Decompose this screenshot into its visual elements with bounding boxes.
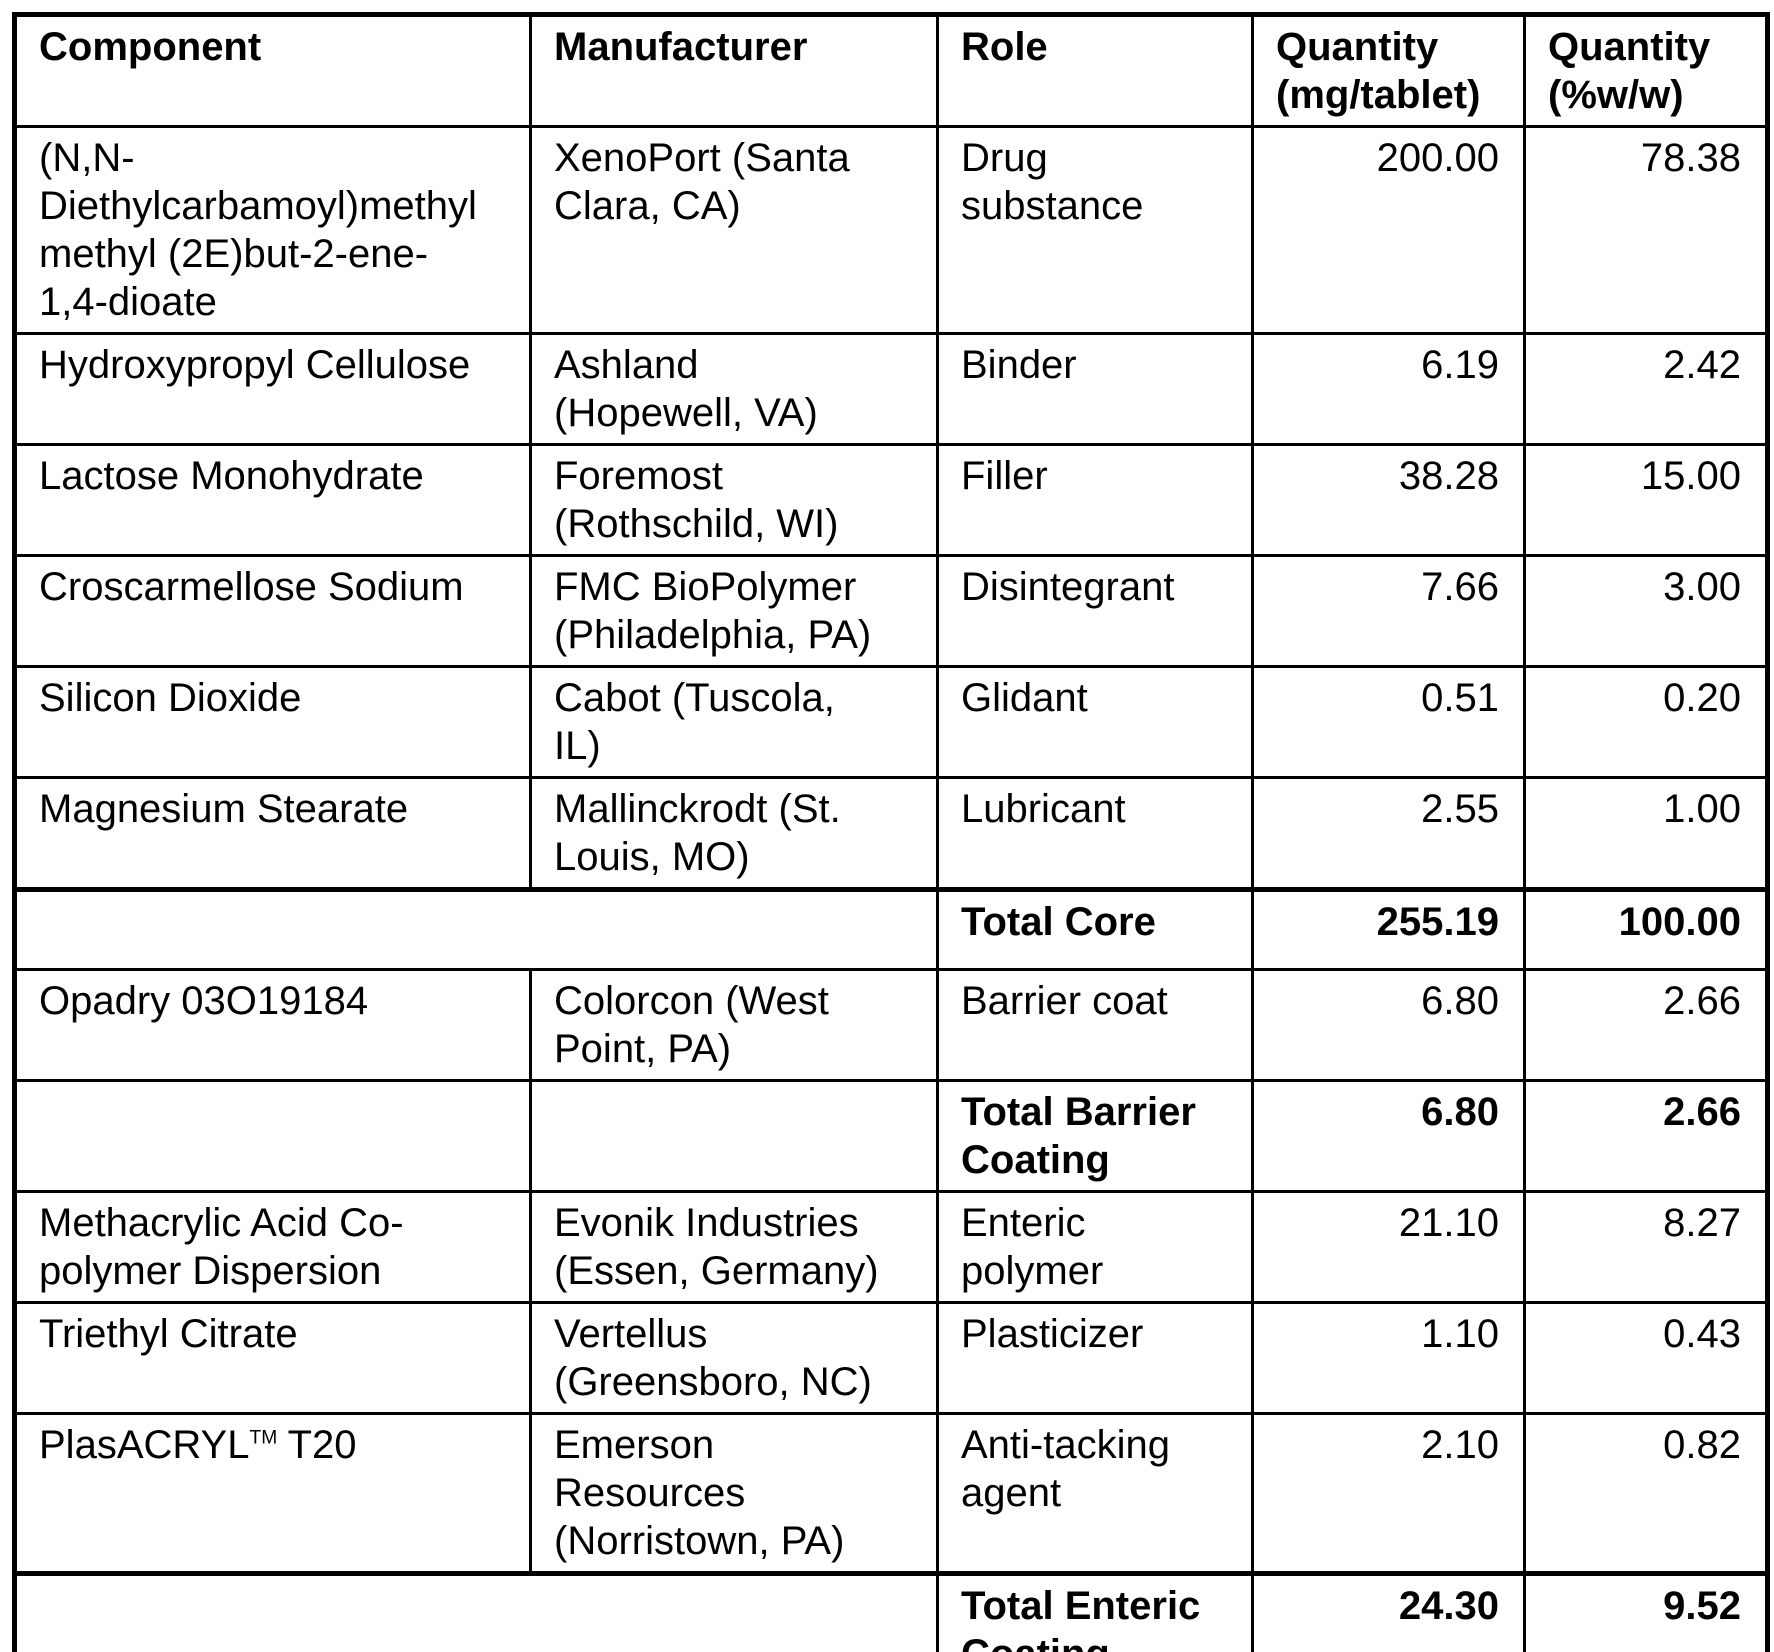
qty-pct-cell: 0.43 bbox=[1523, 1301, 1769, 1415]
table-row: Hydroxypropyl Cellulose Ashland (Hopewel… bbox=[13, 332, 1769, 446]
qty-pct-cell: 2.42 bbox=[1523, 332, 1769, 446]
table-row: Silicon Dioxide Cabot (Tuscola, IL) Glid… bbox=[13, 665, 1769, 779]
manufacturer-cell: Ashland (Hopewell, VA) bbox=[529, 332, 939, 446]
qty-mg-cell: 255.19 bbox=[1251, 887, 1526, 971]
qty-mg-cell: 21.10 bbox=[1251, 1190, 1526, 1304]
header-qty-pct: Quantity (%w/w) bbox=[1523, 13, 1769, 128]
component-cell: Methacrylic Acid Co-polymer Dispersion bbox=[13, 1190, 532, 1304]
qty-pct-cell: 100.00 bbox=[1523, 887, 1769, 971]
component-cell: Hydroxypropyl Cellulose bbox=[13, 332, 532, 446]
component-cell: (N,N-Diethylcarbamoyl)methyl methyl (2E)… bbox=[13, 125, 532, 335]
qty-pct-cell: 2.66 bbox=[1523, 1079, 1769, 1193]
total-enteric-row: Total Enteric Coating 24.30 9.52 bbox=[13, 1571, 1769, 1652]
table-row: Opadry 03O19184 Colorcon (West Point, PA… bbox=[13, 968, 1769, 1082]
header-role: Role bbox=[936, 13, 1254, 128]
qty-mg-cell: 7.66 bbox=[1251, 554, 1526, 668]
empty-cell bbox=[13, 887, 939, 971]
manufacturer-cell: Cabot (Tuscola, IL) bbox=[529, 665, 939, 779]
role-cell: Binder bbox=[936, 332, 1254, 446]
table-row: Croscarmellose Sodium FMC BioPolymer (Ph… bbox=[13, 554, 1769, 668]
qty-pct-cell: 0.82 bbox=[1523, 1412, 1769, 1575]
qty-pct-cell: 2.66 bbox=[1523, 968, 1769, 1082]
component-cell: Lactose Monohydrate bbox=[13, 443, 532, 557]
qty-mg-cell: 38.28 bbox=[1251, 443, 1526, 557]
total-core-row: Total Core 255.19 100.00 bbox=[13, 887, 1769, 971]
component-cell: Triethyl Citrate bbox=[13, 1301, 532, 1415]
qty-pct-cell: 8.27 bbox=[1523, 1190, 1769, 1304]
role-cell: Plasticizer bbox=[936, 1301, 1254, 1415]
component-cell: PlasACRYLTM T20 bbox=[13, 1412, 532, 1575]
qty-mg-cell: 2.55 bbox=[1251, 776, 1526, 891]
qty-mg-cell: 6.80 bbox=[1251, 968, 1526, 1082]
qty-mg-cell: 0.51 bbox=[1251, 665, 1526, 779]
qty-pct-cell: 1.00 bbox=[1523, 776, 1769, 891]
total-barrier-row: Total Barrier Coating 6.80 2.66 bbox=[13, 1079, 1769, 1193]
qty-pct-cell: 15.00 bbox=[1523, 443, 1769, 557]
role-cell: Lubricant bbox=[936, 776, 1254, 891]
manufacturer-cell: Evonik Industries (Essen, Germany) bbox=[529, 1190, 939, 1304]
formulation-table: Component Manufacturer Role Quantity (mg… bbox=[12, 12, 1770, 1652]
header-qty-mg: Quantity (mg/tablet) bbox=[1251, 13, 1526, 128]
role-cell: Glidant bbox=[936, 665, 1254, 779]
qty-pct-cell: 0.20 bbox=[1523, 665, 1769, 779]
manufacturer-cell: XenoPort (Santa Clara, CA) bbox=[529, 125, 939, 335]
empty-cell bbox=[529, 1079, 939, 1193]
table-header-row: Component Manufacturer Role Quantity (mg… bbox=[13, 13, 1769, 128]
qty-mg-cell: 6.80 bbox=[1251, 1079, 1526, 1193]
role-cell: Disintegrant bbox=[936, 554, 1254, 668]
manufacturer-cell: Foremost (Rothschild, WI) bbox=[529, 443, 939, 557]
role-cell: Barrier coat bbox=[936, 968, 1254, 1082]
total-label-cell: Total Core bbox=[936, 887, 1254, 971]
empty-cell bbox=[13, 1571, 939, 1652]
table-row: Magnesium Stearate Mallinckrodt (St. Lou… bbox=[13, 776, 1769, 891]
component-cell: Silicon Dioxide bbox=[13, 665, 532, 779]
table-row: Lactose Monohydrate Foremost (Rothschild… bbox=[13, 443, 1769, 557]
qty-mg-cell: 200.00 bbox=[1251, 125, 1526, 335]
component-cell: Magnesium Stearate bbox=[13, 776, 532, 891]
total-label-cell: Total Enteric Coating bbox=[936, 1571, 1254, 1652]
qty-mg-cell: 2.10 bbox=[1251, 1412, 1526, 1575]
table-row: Triethyl Citrate Vertellus (Greensboro, … bbox=[13, 1301, 1769, 1415]
manufacturer-cell: Colorcon (West Point, PA) bbox=[529, 968, 939, 1082]
qty-mg-cell: 24.30 bbox=[1251, 1571, 1526, 1652]
qty-pct-cell: 3.00 bbox=[1523, 554, 1769, 668]
manufacturer-cell: Mallinckrodt (St. Louis, MO) bbox=[529, 776, 939, 891]
role-cell: Anti-tacking agent bbox=[936, 1412, 1254, 1575]
role-cell: Drug substance bbox=[936, 125, 1254, 335]
total-label-cell: Total Barrier Coating bbox=[936, 1079, 1254, 1193]
component-cell: Croscarmellose Sodium bbox=[13, 554, 532, 668]
empty-cell bbox=[13, 1079, 532, 1193]
table-row: Methacrylic Acid Co-polymer Dispersion E… bbox=[13, 1190, 1769, 1304]
manufacturer-cell: Emerson Resources (Norristown, PA) bbox=[529, 1412, 939, 1575]
component-cell: Opadry 03O19184 bbox=[13, 968, 532, 1082]
table-row: PlasACRYLTM T20 Emerson Resources (Norri… bbox=[13, 1412, 1769, 1575]
table-row: (N,N-Diethylcarbamoyl)methyl methyl (2E)… bbox=[13, 125, 1769, 335]
header-manufacturer: Manufacturer bbox=[529, 13, 939, 128]
qty-pct-cell: 78.38 bbox=[1523, 125, 1769, 335]
header-component: Component bbox=[13, 13, 532, 128]
qty-pct-cell: 9.52 bbox=[1523, 1571, 1769, 1652]
manufacturer-cell: Vertellus (Greensboro, NC) bbox=[529, 1301, 939, 1415]
qty-mg-cell: 6.19 bbox=[1251, 332, 1526, 446]
qty-mg-cell: 1.10 bbox=[1251, 1301, 1526, 1415]
role-cell: Enteric polymer bbox=[936, 1190, 1254, 1304]
role-cell: Filler bbox=[936, 443, 1254, 557]
manufacturer-cell: FMC BioPolymer (Philadelphia, PA) bbox=[529, 554, 939, 668]
